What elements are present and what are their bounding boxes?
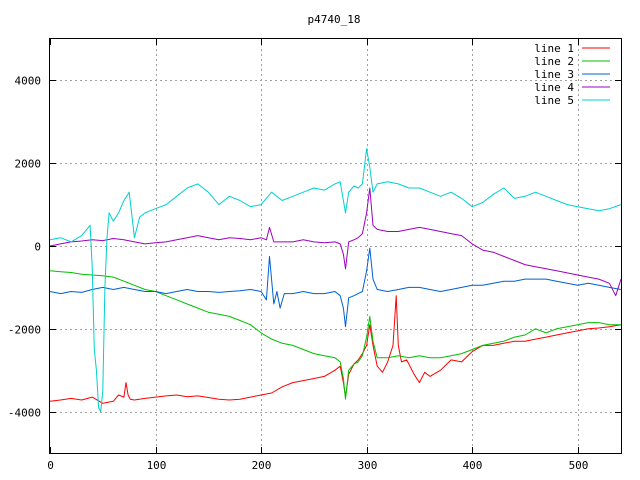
y-tick-label: -4000 [8, 407, 41, 420]
legend-label: line 5 [534, 94, 574, 107]
legend-label: line 2 [534, 55, 574, 68]
y-tick-label: 0 [34, 241, 41, 254]
series-3-line [49, 247, 622, 328]
y-tick-label: 4000 [15, 75, 42, 88]
series-lines [49, 148, 622, 413]
legend-label: line 3 [534, 68, 574, 81]
y-tick-label: 2000 [15, 158, 42, 171]
x-tick-label: 500 [569, 459, 589, 472]
x-tick-label: 400 [463, 459, 483, 472]
legend-label: line 4 [534, 81, 574, 94]
x-tick-label: 100 [147, 459, 167, 472]
x-axis-ticks: 0 100 200 300 400 500 [47, 39, 588, 472]
plot-frame [49, 38, 622, 454]
legend-label: line 1 [534, 42, 574, 55]
series-1-line [49, 295, 622, 404]
series-5-line [49, 148, 622, 413]
series-4-line [49, 187, 622, 297]
grid-lines [50, 39, 621, 453]
x-tick-label: 0 [47, 459, 54, 472]
y-tick-label: -2000 [8, 324, 41, 337]
chart-title: p4740_18 [308, 13, 361, 26]
x-tick-label: 200 [252, 459, 272, 472]
x-tick-label: 300 [358, 459, 378, 472]
y-axis-ticks: -4000 -2000 0 2000 4000 [8, 75, 621, 420]
